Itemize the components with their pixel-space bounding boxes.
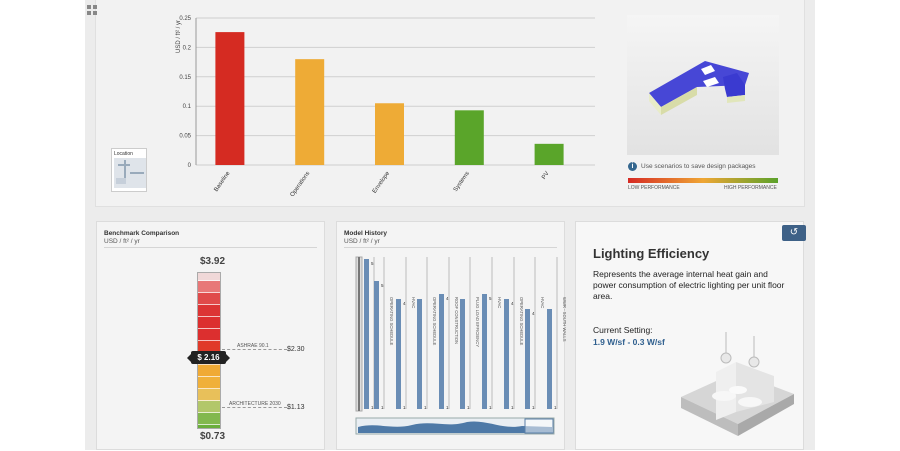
ashrae-value: $2.30 [287, 346, 305, 353]
history-top-value: 5 [371, 261, 374, 266]
history-step-label: WWR - SOUTH WALLS [562, 297, 566, 342]
building-3d-view[interactable] [627, 15, 779, 155]
ashrae-line [222, 349, 287, 350]
y-tick-label: 0.2 [183, 45, 192, 51]
history-step-label: OPERATING SCHEDULE [519, 297, 524, 346]
history-step-label: HVAC [411, 297, 416, 308]
ashrae-label: ASHRAE 90.1 [237, 343, 269, 349]
x-tick-label: Operations [290, 171, 312, 198]
low-performance-label: LOW PERFORMANCE [628, 185, 680, 191]
y-axis-label: USD / ft² / yr [176, 20, 182, 53]
history-bar [460, 299, 465, 409]
history-top-value: 4 [532, 311, 535, 316]
history-step-label: ROOF CONSTRUCTION [454, 297, 459, 344]
lighting-description: Represents the average internal heat gai… [593, 269, 785, 301]
history-bar [396, 299, 401, 409]
history-bottom-value: 1 [446, 405, 449, 410]
architecture-2030-label: ARCHITECTURE 2030 [229, 401, 281, 407]
history-top-value: 5 [381, 283, 384, 288]
building-model-icon [649, 61, 749, 115]
history-bottom-value: 1 [403, 405, 406, 410]
lighting-title: Lighting Efficiency [593, 246, 710, 261]
history-unit: USD / ft² / yr [344, 238, 380, 245]
lighting-room-icon [681, 332, 794, 436]
history-step-label: OPERATING SCHEDULE [389, 297, 394, 346]
history-step-label: HVAC [497, 297, 502, 308]
history-step-label: OPERATING SCHEDULE [432, 297, 437, 346]
history-bar [504, 299, 509, 409]
x-tick-label: Envelope [372, 170, 392, 194]
x-tick-label: PV [541, 171, 551, 181]
location-label: Location [114, 151, 133, 157]
history-bottom-value: 1 [554, 405, 557, 410]
y-tick-label: 0 [188, 163, 192, 169]
benchmark-thermometer [197, 272, 221, 429]
location-thumbnail[interactable]: Location [111, 148, 147, 192]
benchmark-comparison-card: Benchmark Comparison USD / ft² / yr $3.9… [96, 221, 325, 450]
history-bottom-value: 1 [381, 405, 384, 410]
history-baseline-core [358, 257, 360, 411]
bar-operations [295, 59, 325, 165]
current-setting-value: 1.9 W/sf - 0.3 W/sf [593, 337, 665, 347]
history-bottom-value: 1 [424, 405, 427, 410]
model-history-card: Model History USD / ft² / yr 5 1 5 1 OPERATI… [336, 221, 566, 450]
bar-envelope [375, 103, 404, 165]
history-bar [374, 281, 379, 409]
history-title: Model History [344, 230, 387, 237]
x-tick-label: Systems [453, 171, 471, 193]
high-performance-label: HIGH PERFORMANCE [724, 185, 777, 191]
history-top-value: 4 [446, 296, 449, 301]
benchmark-title: Benchmark Comparison [104, 230, 180, 237]
grid-icon[interactable] [87, 5, 97, 15]
bar-systems [454, 110, 484, 165]
bar-pv [534, 143, 564, 165]
y-tick-label: 0.1 [183, 104, 192, 110]
model-history-chart: 5 1 5 1 OPERATING SCHEDULE 4 1 HVAC 1 OPERATING S… [355, 256, 566, 435]
divider [344, 247, 557, 248]
history-bottom-value: 1 [532, 405, 535, 410]
y-tick-label: 0.15 [179, 75, 191, 81]
x-tick-label: Baseline [213, 170, 231, 193]
y-tick-label: 0.05 [179, 134, 191, 140]
performance-gradient-bar [628, 178, 778, 183]
history-bar [364, 259, 369, 409]
history-top-value: 5 [489, 296, 492, 301]
scenario-hint-text: Use scenarios to save design packages [641, 163, 756, 170]
history-bottom-value: 1 [371, 405, 374, 410]
flip-icon[interactable]: ↺ [782, 225, 806, 241]
lighting-efficiency-card: ↺ Lighting Efficiency Represents the ave… [575, 221, 806, 450]
history-bar [547, 309, 552, 409]
history-scrubber-handle [524, 418, 554, 434]
history-bar [525, 309, 530, 409]
history-bar [439, 294, 444, 409]
history-top-value: 4 [403, 301, 406, 306]
benchmark-unit: USD / ft² / yr [104, 238, 140, 245]
divider [104, 247, 317, 248]
benchmark-max: $3.92 [200, 256, 226, 267]
architecture-2030-line [222, 407, 287, 408]
current-cost-marker[interactable]: $ 2.16 [187, 351, 230, 364]
history-sparkline [358, 421, 552, 433]
history-top-value: 4 [511, 301, 514, 306]
current-setting-label: Current Setting: [593, 325, 653, 335]
map-icon [114, 158, 146, 188]
history-step-label: PLUG LOAD EFFICIENCY [475, 297, 480, 347]
architecture-2030-value: $1.13 [287, 404, 305, 411]
y-tick-label: 0.25 [179, 16, 191, 22]
history-bar [482, 294, 487, 409]
history-bar [417, 299, 422, 409]
scenario-hint: i Use scenarios to save design packages [628, 162, 756, 171]
history-bottom-value: 1 [489, 405, 492, 410]
history-step-label: HVAC [540, 297, 545, 308]
bar-baseline [215, 32, 245, 165]
info-icon[interactable]: i [628, 162, 637, 171]
benchmark-min: $0.73 [200, 431, 226, 442]
history-bottom-value: 1 [467, 405, 470, 410]
history-bottom-value: 1 [511, 405, 514, 410]
